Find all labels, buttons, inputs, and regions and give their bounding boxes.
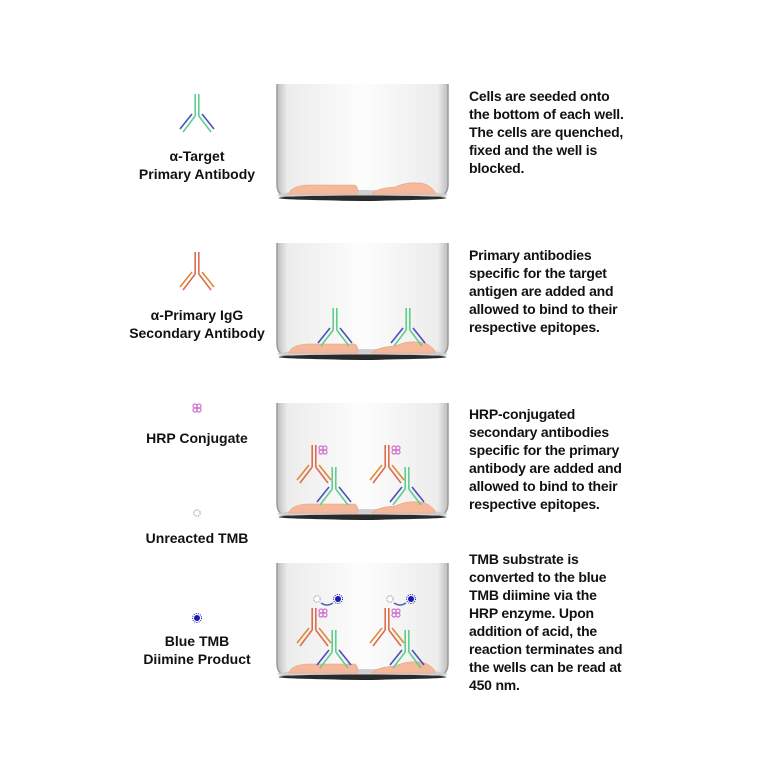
well-step-3 [276, 402, 449, 521]
reaction-arrow-icon [320, 602, 334, 606]
well-step-1 [276, 83, 449, 202]
step-1-description: Cells are seeded onto the bottom of each … [469, 88, 624, 176]
step-3-description: HRP-conjugated secondary antibodies specif… [469, 406, 622, 512]
unreacted-tmb-icon [313, 595, 321, 603]
hrp-conjugate-label: HRP Conjugate [146, 430, 248, 446]
unreacted-tmb-icon [386, 595, 394, 603]
step-2-description: Primary antibodies specific for the targe… [469, 247, 618, 335]
unreacted-tmb-icon [193, 509, 201, 517]
unreacted-tmb-label: Unreacted TMB [145, 530, 249, 546]
secondary-antibody-label: α-Primary IgG Secondary Antibody [129, 307, 265, 341]
primary-antibody-icon [179, 93, 215, 133]
hrp-conjugate-icon [192, 403, 202, 413]
reaction-arrow-icon [393, 602, 407, 606]
blue-tmb-icon [192, 613, 202, 623]
well-step-4 [276, 562, 449, 681]
primary-antibody-label: α-Target Primary Antibody [138, 148, 256, 182]
secondary-antibody-icon [179, 251, 215, 291]
well-step-2 [276, 242, 449, 361]
step-4-description: TMB substrate is converted to the blue TMB… [469, 551, 623, 693]
blue-tmb-label: Blue TMB Diimine Product [143, 633, 251, 667]
